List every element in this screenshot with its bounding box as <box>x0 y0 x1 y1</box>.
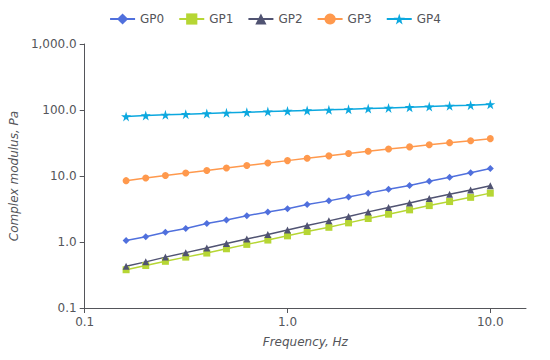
svg-text:10.0: 10.0 <box>50 169 77 183</box>
svg-text:100.0: 100.0 <box>42 103 76 117</box>
svg-text:GP2: GP2 <box>278 12 302 26</box>
svg-text:GP4: GP4 <box>417 12 441 26</box>
svg-text:0.1: 0.1 <box>58 301 77 315</box>
svg-text:1,000.0: 1,000.0 <box>31 37 77 51</box>
svg-text:1.0: 1.0 <box>278 315 297 329</box>
svg-text:10.0: 10.0 <box>477 315 504 329</box>
svg-text:Complex modulus, Pa: Complex modulus, Pa <box>7 111 21 241</box>
svg-text:0.1: 0.1 <box>75 315 94 329</box>
svg-text:Frequency, Hz: Frequency, Hz <box>263 335 349 349</box>
svg-text:1.0: 1.0 <box>58 235 77 249</box>
svg-text:GP0: GP0 <box>140 12 164 26</box>
svg-text:GP1: GP1 <box>209 12 233 26</box>
svg-text:GP3: GP3 <box>348 12 372 26</box>
